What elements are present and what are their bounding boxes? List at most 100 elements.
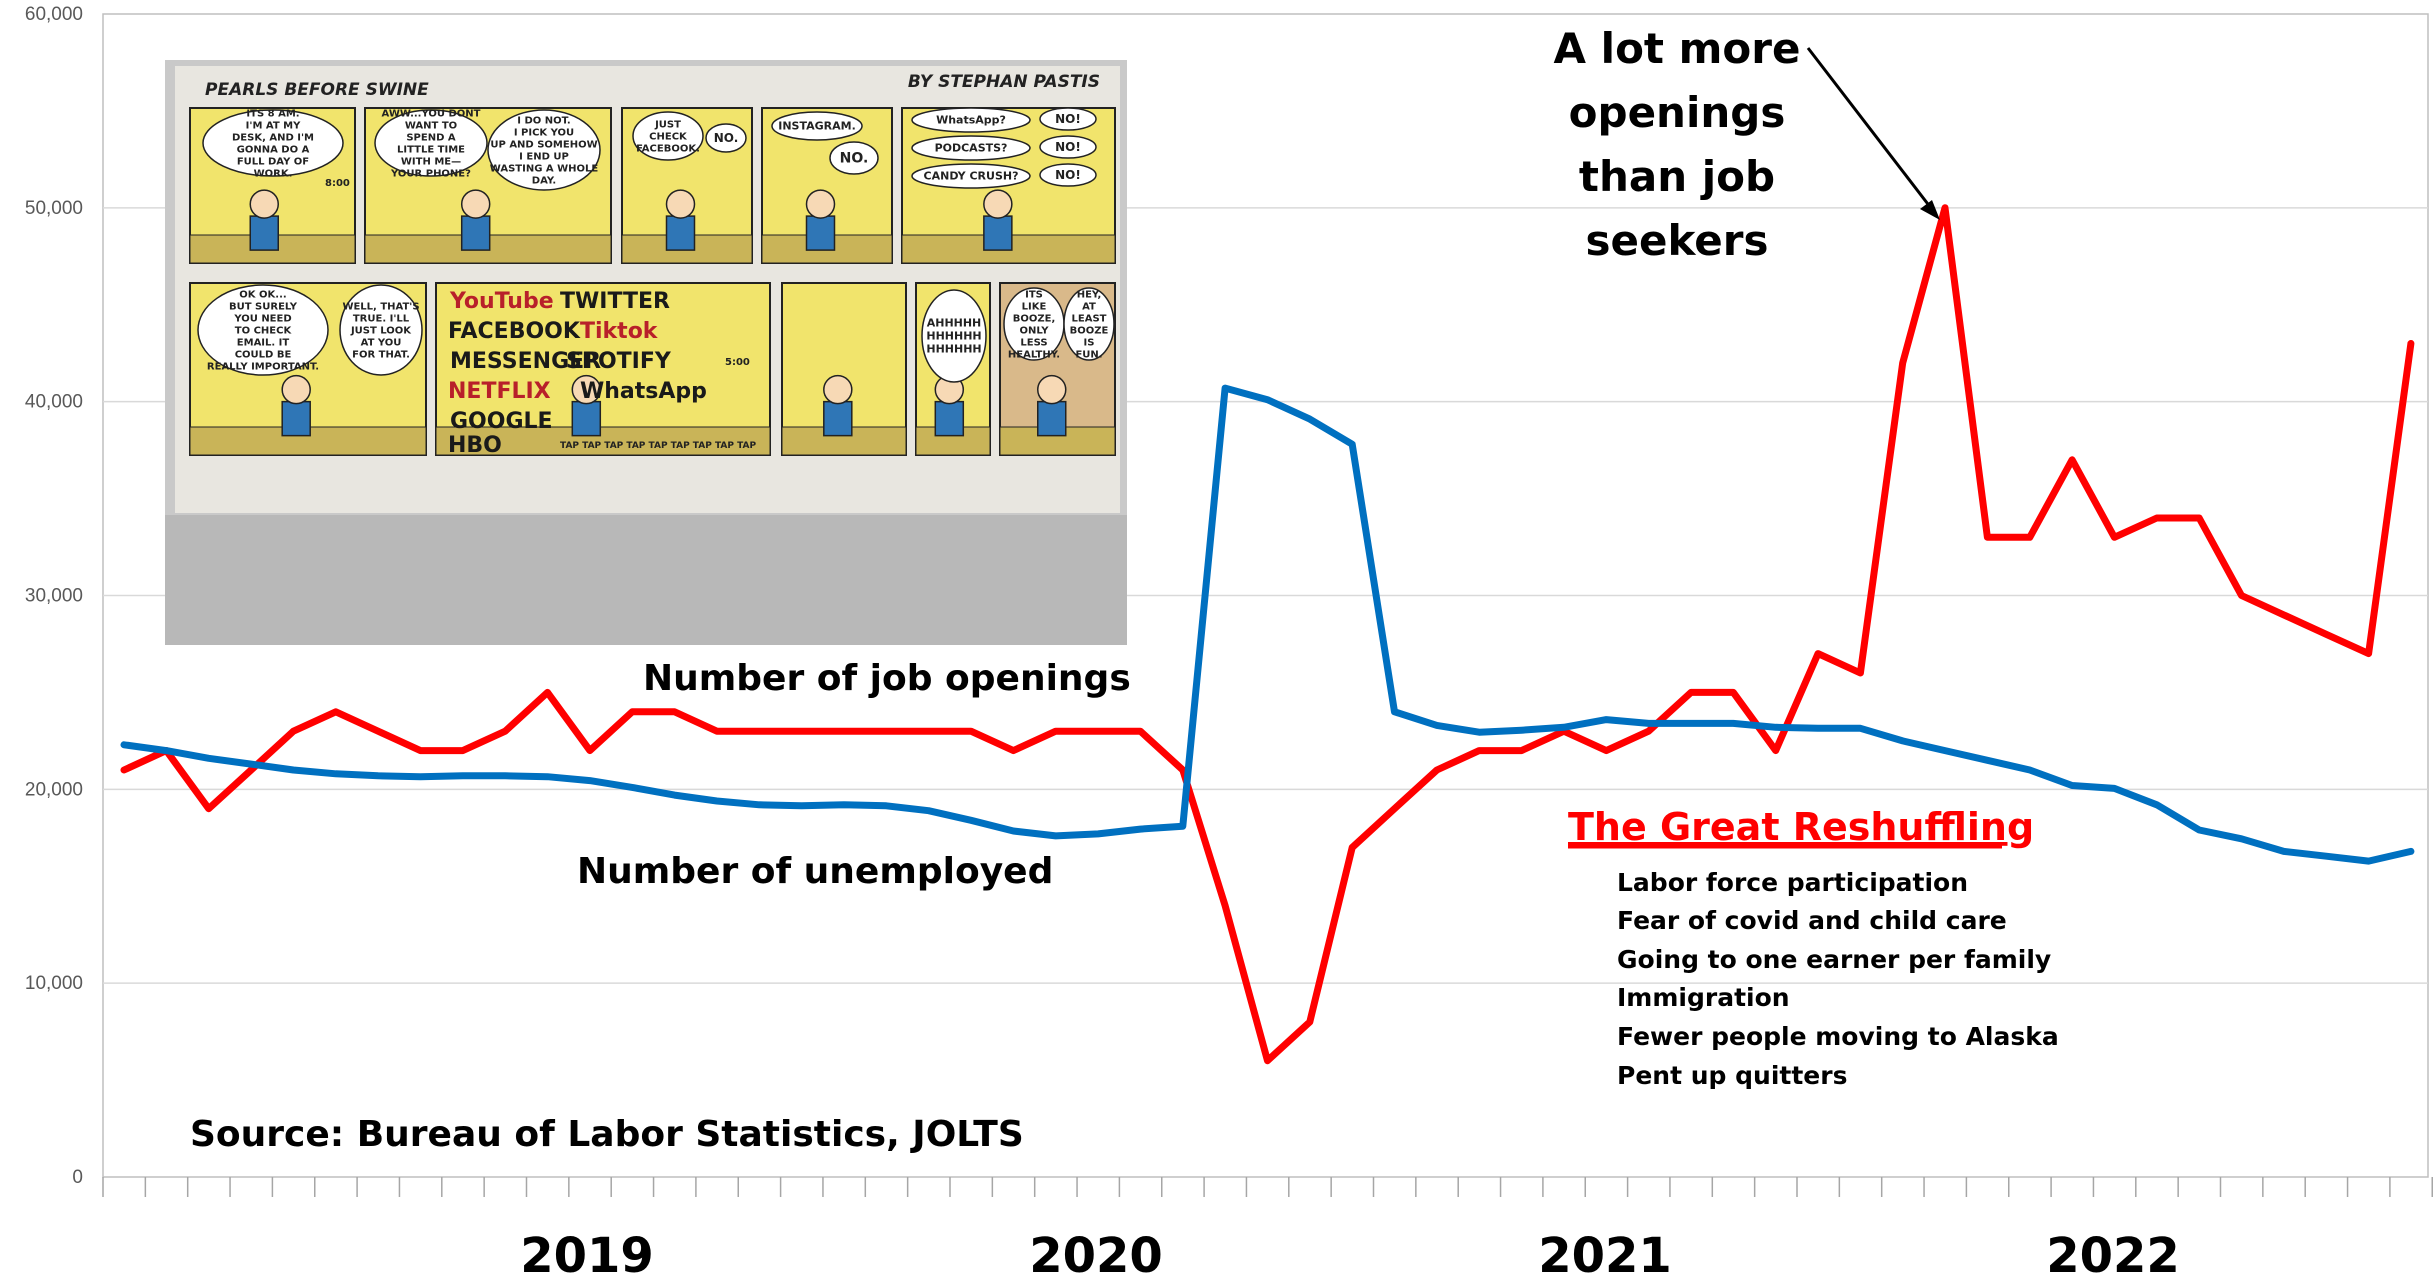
comic-bubble-text: JUST LOOK [350, 325, 412, 336]
comic-bubble-text: YOU NEED [233, 313, 291, 324]
comic-bubble-text: GONNA DO A [237, 144, 310, 155]
comic-bubble-text: CHECK [649, 131, 688, 142]
comic-bubble-text: AT YOU [361, 337, 402, 348]
comic-bubble-text: WhatsApp? [936, 114, 1006, 127]
comic-bubble-text: HHHHHH [926, 330, 981, 343]
comic-clock: 8:00 [325, 178, 350, 189]
comic-clock: 5:00 [725, 357, 750, 368]
peak-note-line-1: A lot more [1554, 24, 1801, 73]
comic-bubble-text: ITS 8 AM. [246, 108, 299, 119]
comic-bubble-text: I END UP [519, 151, 569, 162]
comic-character-body [983, 215, 1013, 251]
comic-character-body [571, 400, 602, 437]
peak-note-line-4: seekers [1586, 216, 1769, 265]
comic-character-body [934, 400, 965, 437]
comic-speech-bubble [705, 123, 747, 153]
y-tick-label: 50,000 [25, 198, 83, 219]
comic-bubble-text: CANDY CRUSH? [924, 170, 1019, 183]
comic-app-name: SPOTIFY [566, 349, 672, 374]
comic-bubble-text: I DO NOT. [517, 115, 570, 126]
comic-bubble-text: WITH ME— [401, 156, 461, 167]
comic-bubble-text: DAY. [532, 175, 556, 186]
reshuffling-item: Fear of covid and child care [1617, 906, 2007, 935]
comic-bubble-text: WORK. [254, 168, 293, 179]
comic-bubble-text: AHHHHH [927, 317, 982, 330]
comic-bubble-text: BOOZE, [1013, 313, 1056, 324]
comic-character-body [1037, 400, 1067, 437]
comic-bubble-text: LIKE [1022, 301, 1047, 312]
comic-desk [435, 426, 771, 456]
comic-speech-bubble [374, 109, 488, 177]
unemployed-line [120, 384, 2415, 865]
comic-bubble-text: NO. [840, 151, 869, 167]
comic-byline: BY STEPHAN PASTIS [908, 72, 1100, 92]
reshuffling-title: The Great Reshuffling [1568, 805, 2034, 849]
reshuffling-item: Immigration [1617, 983, 1790, 1012]
unemployed-label: Number of unemployed [577, 851, 1053, 892]
comic-bubble-text: NO! [1055, 112, 1081, 126]
comic-bubble-text: BUT SURELY [229, 301, 298, 312]
comic-bubble-text: AT [1082, 301, 1096, 312]
comic-bubble-text: OK OK... [239, 289, 286, 300]
comic-bubble-text: I PICK YOU [514, 127, 574, 138]
comic-speech-bubble [487, 109, 601, 191]
reshuffling-item: Pent up quitters [1617, 1061, 1847, 1090]
comic-bubble-text: HHHHHH [926, 343, 981, 356]
peak-note-line-2: openings [1569, 88, 1786, 137]
comic-bubble-text: FOR THAT. [352, 349, 410, 360]
comic-bubble-text: LITTLE TIME [397, 144, 465, 155]
comic-bubble-text: LESS [1020, 337, 1047, 348]
comic-bubble-text: I'M AT MY [246, 120, 301, 131]
comic-bubble-text: WELL, THAT'S [342, 301, 419, 312]
comic-speech-bubble [921, 289, 987, 383]
comic-speech-bubble [771, 111, 863, 141]
comic-character-body [249, 215, 279, 251]
reshuffling-item: Labor force participation [1617, 868, 1968, 897]
x-year-label: 2019 [520, 1228, 654, 1283]
comic-app-name: HBO [448, 433, 502, 458]
comic-speech-bubble [911, 135, 1031, 161]
comic-character-head [983, 189, 1013, 219]
comic-bubble-text: WASTING A WHOLE [490, 163, 599, 174]
y-tick-label: 20,000 [25, 779, 83, 800]
comic-bubble-text: INSTAGRAM. [778, 120, 856, 133]
comic-speech-bubble [197, 284, 329, 376]
comic-app-name: FACEBOOK [448, 319, 581, 344]
comic-character-head [805, 189, 836, 219]
comic-speech-bubble [1039, 107, 1097, 131]
comic-character-body [281, 400, 311, 437]
x-year-label: 2021 [1538, 1228, 1672, 1283]
comic-speech-bubble [632, 111, 704, 161]
comic-speech-bubble [1039, 163, 1097, 187]
peak-arrow [1806, 47, 1940, 220]
comic-character-body [460, 215, 491, 251]
comic-character-head [281, 374, 311, 405]
comic-strip-image: PEARLS BEFORE SWINE BY STEPHAN PASTIS IT… [165, 60, 1127, 645]
comic-character-head [665, 189, 696, 219]
comic-bubble-text: TRUE. I'LL [353, 313, 410, 324]
comic-app-name: Tiktok [580, 319, 659, 344]
source-note: Source: Bureau of Labor Statistics, JOLT… [190, 1114, 1024, 1155]
comic-bubble-text: JUST [654, 119, 681, 130]
comic-bubble-text: TO CHECK [235, 325, 293, 336]
comic-table-surface [165, 515, 1127, 645]
comic-app-name: GOOGLE [450, 409, 553, 434]
comic-character-head [571, 374, 602, 405]
job-openings-line [120, 204, 2415, 1065]
comic-bubble-text: NO! [1055, 168, 1081, 182]
x-year-label: 2020 [1029, 1228, 1163, 1283]
comic-bubble-text: UP AND SOMEHOW [490, 139, 597, 150]
comic-app-name: YouTube [449, 289, 554, 314]
comic-character-head [823, 374, 853, 405]
comic-panel [435, 282, 771, 456]
comic-bubble-text: WANT TO [405, 120, 457, 131]
comic-bubble-text: PODCASTS? [935, 142, 1008, 155]
comic-bubble-text: EMAIL. IT [237, 337, 290, 348]
comic-bubble-text: AWW...YOU DONT [382, 108, 481, 119]
comic-character-body [823, 400, 853, 437]
peak-note-line-3: than job [1579, 152, 1775, 201]
comic-bubble-text: BOOZE [1070, 325, 1109, 336]
comic-app-name: NETFLIX [448, 379, 551, 404]
